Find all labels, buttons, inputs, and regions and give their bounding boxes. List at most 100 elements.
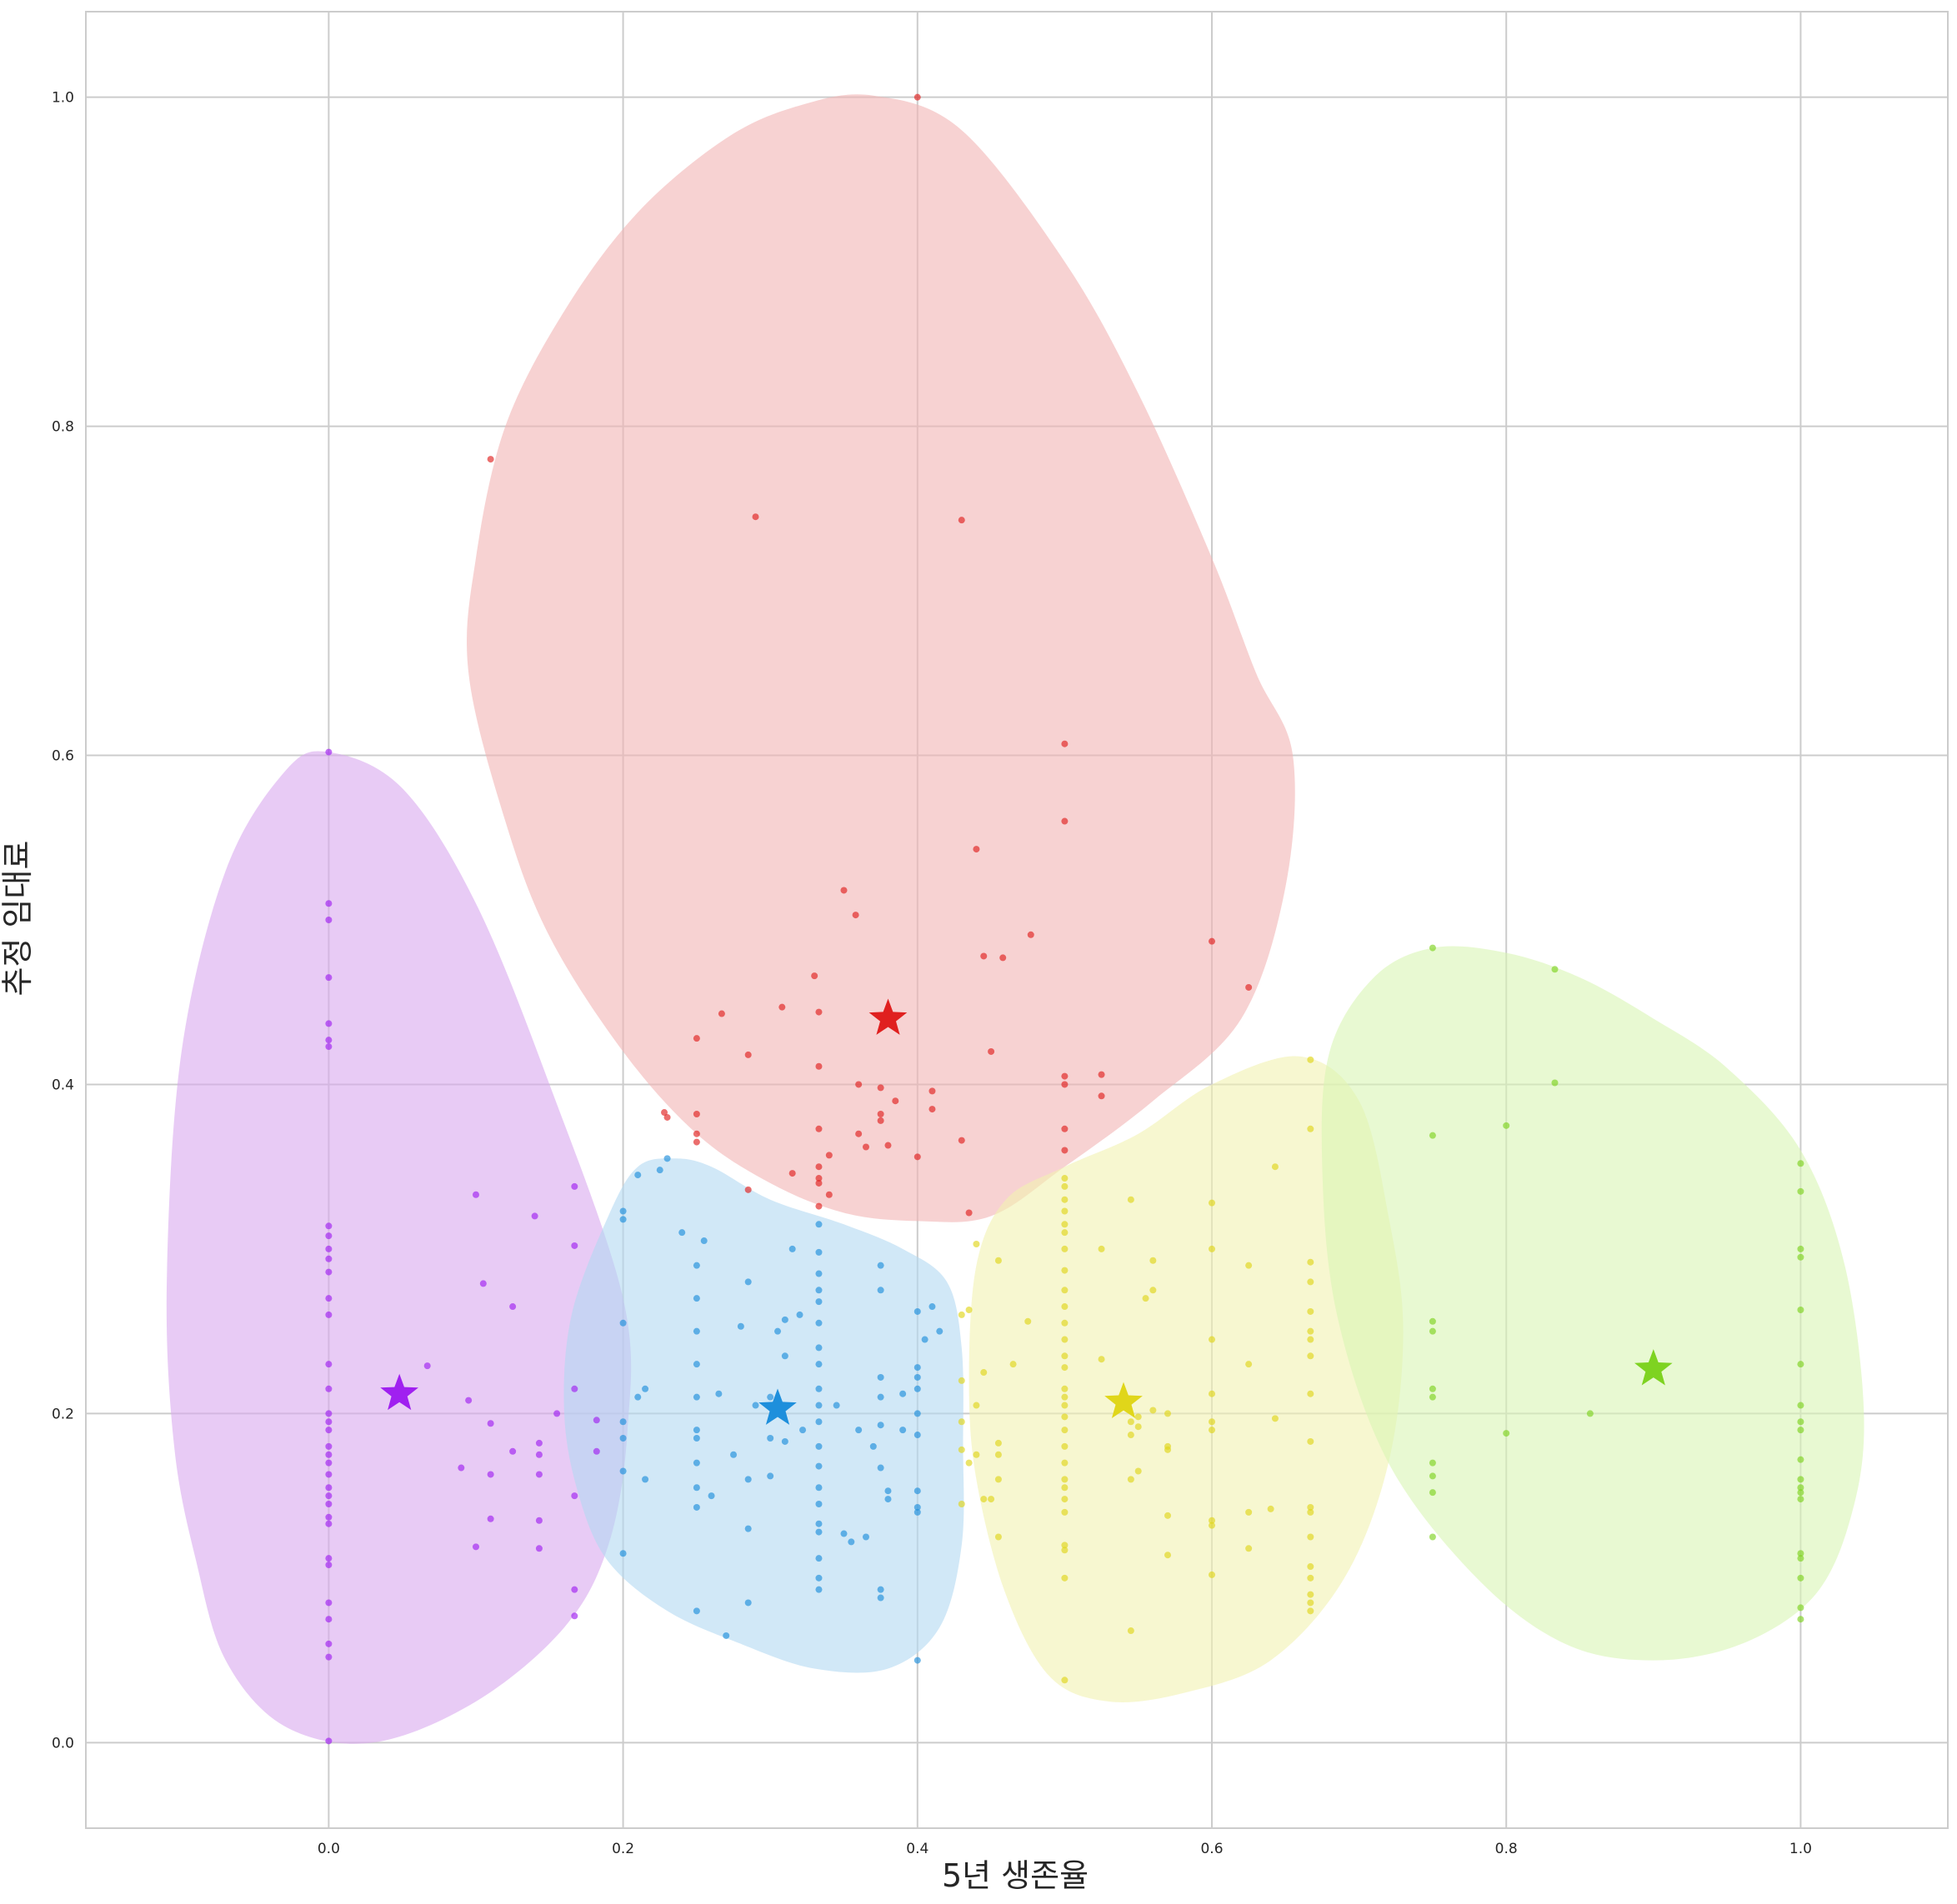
data-point-cluster-2 — [815, 1586, 823, 1593]
data-point-cluster-2 — [693, 1503, 700, 1511]
data-point-cluster-4 — [1307, 1278, 1314, 1286]
data-point-cluster-4 — [1061, 1336, 1069, 1343]
data-point-cluster-3 — [1098, 1071, 1105, 1078]
data-point-cluster-4 — [1149, 1407, 1157, 1414]
data-point-cluster-4 — [1307, 1307, 1314, 1315]
data-point-cluster-1 — [325, 1361, 333, 1368]
x-tick-label: 0.4 — [906, 1841, 928, 1857]
data-point-cluster-2 — [619, 1319, 627, 1327]
data-point-cluster-5 — [1429, 1132, 1436, 1139]
data-point-cluster-1 — [571, 1242, 578, 1249]
data-point-cluster-1 — [325, 1513, 333, 1521]
data-point-cluster-1 — [325, 1311, 333, 1318]
x-tick-label: 0.6 — [1200, 1841, 1223, 1857]
data-point-cluster-5 — [1503, 1122, 1510, 1129]
data-point-cluster-4 — [1061, 1364, 1069, 1372]
data-point-cluster-1 — [509, 1447, 517, 1455]
data-point-cluster-2 — [877, 1586, 884, 1593]
data-point-cluster-4 — [1149, 1257, 1157, 1264]
data-point-cluster-2 — [913, 1385, 921, 1392]
data-point-cluster-2 — [693, 1295, 700, 1302]
data-point-cluster-5 — [1797, 1604, 1804, 1612]
data-point-cluster-3 — [815, 1125, 823, 1132]
data-point-cluster-5 — [1797, 1574, 1804, 1582]
data-point-cluster-2 — [815, 1361, 823, 1368]
data-point-cluster-3 — [1061, 1147, 1069, 1154]
data-point-cluster-4 — [1061, 1574, 1069, 1582]
data-point-cluster-2 — [928, 1303, 936, 1311]
data-point-cluster-4 — [994, 1533, 1002, 1541]
data-point-cluster-2 — [913, 1508, 921, 1516]
data-point-cluster-5 — [1797, 1484, 1804, 1492]
x-tick-label: 0.0 — [318, 1841, 340, 1857]
data-point-cluster-2 — [877, 1422, 884, 1429]
data-point-cluster-2 — [815, 1500, 823, 1507]
data-point-cluster-3 — [1208, 937, 1215, 945]
data-point-cluster-3 — [693, 1035, 700, 1042]
data-point-cluster-2 — [815, 1344, 823, 1352]
data-point-cluster-4 — [1127, 1627, 1134, 1635]
data-point-cluster-1 — [535, 1451, 543, 1458]
data-point-cluster-3 — [752, 513, 759, 521]
data-point-cluster-5 — [1429, 1472, 1436, 1480]
data-point-cluster-1 — [479, 1280, 487, 1287]
data-point-cluster-3 — [877, 1084, 884, 1092]
data-point-cluster-2 — [619, 1467, 627, 1475]
data-points — [325, 93, 1804, 1745]
data-point-cluster-3 — [788, 1170, 796, 1177]
data-point-cluster-2 — [815, 1574, 823, 1582]
data-point-cluster-5 — [1797, 1496, 1804, 1503]
data-point-cluster-5 — [1551, 966, 1559, 973]
data-point-cluster-1 — [472, 1191, 479, 1198]
data-point-cluster-3 — [1098, 1092, 1105, 1100]
data-point-cluster-4 — [965, 1459, 973, 1467]
data-point-cluster-2 — [815, 1298, 823, 1306]
cluster-region-5 — [1321, 946, 1864, 1661]
data-point-cluster-5 — [1797, 1160, 1804, 1167]
data-point-cluster-4 — [1245, 1508, 1253, 1516]
data-point-cluster-4 — [1245, 1262, 1253, 1269]
data-point-cluster-5 — [1797, 1456, 1804, 1463]
data-point-cluster-5 — [1429, 1385, 1436, 1392]
data-point-cluster-1 — [325, 1520, 333, 1527]
data-point-cluster-4 — [1208, 1427, 1215, 1434]
data-point-cluster-2 — [767, 1472, 774, 1480]
data-point-cluster-5 — [1797, 1245, 1804, 1252]
data-point-cluster-4 — [1061, 1319, 1069, 1327]
data-point-cluster-4 — [1127, 1196, 1134, 1203]
data-point-cluster-4 — [1061, 1352, 1069, 1360]
data-point-cluster-2 — [877, 1393, 884, 1401]
data-point-cluster-3 — [892, 1097, 899, 1105]
data-point-cluster-1 — [571, 1182, 578, 1190]
data-point-cluster-4 — [1061, 1677, 1069, 1684]
data-point-cluster-3 — [1061, 1125, 1069, 1132]
data-point-cluster-2 — [815, 1484, 823, 1492]
data-point-cluster-1 — [535, 1471, 543, 1478]
data-point-cluster-1 — [593, 1417, 600, 1424]
data-point-cluster-3 — [693, 1138, 700, 1146]
data-point-cluster-2 — [781, 1352, 788, 1360]
data-point-cluster-3 — [693, 1111, 700, 1118]
cluster-regions — [166, 94, 1864, 1744]
data-point-cluster-1 — [325, 1295, 333, 1302]
data-point-cluster-2 — [693, 1262, 700, 1269]
data-point-cluster-4 — [958, 1418, 965, 1426]
data-point-cluster-1 — [325, 917, 333, 923]
data-point-cluster-4 — [1061, 1182, 1069, 1190]
data-point-cluster-3 — [487, 456, 494, 463]
data-point-cluster-3 — [913, 1153, 921, 1161]
data-point-cluster-4 — [1208, 1522, 1215, 1529]
data-point-cluster-2 — [921, 1336, 928, 1343]
data-point-cluster-2 — [767, 1393, 774, 1401]
data-point-cluster-1 — [535, 1439, 543, 1447]
data-point-cluster-2 — [913, 1307, 921, 1315]
data-point-cluster-1 — [571, 1612, 578, 1620]
data-point-cluster-2 — [693, 1484, 700, 1492]
data-point-cluster-2 — [744, 1599, 752, 1607]
data-point-cluster-2 — [634, 1172, 642, 1179]
data-point-cluster-5 — [1797, 1402, 1804, 1409]
data-point-cluster-5 — [1797, 1476, 1804, 1483]
data-point-cluster-2 — [693, 1393, 700, 1401]
data-point-cluster-2 — [678, 1229, 686, 1237]
